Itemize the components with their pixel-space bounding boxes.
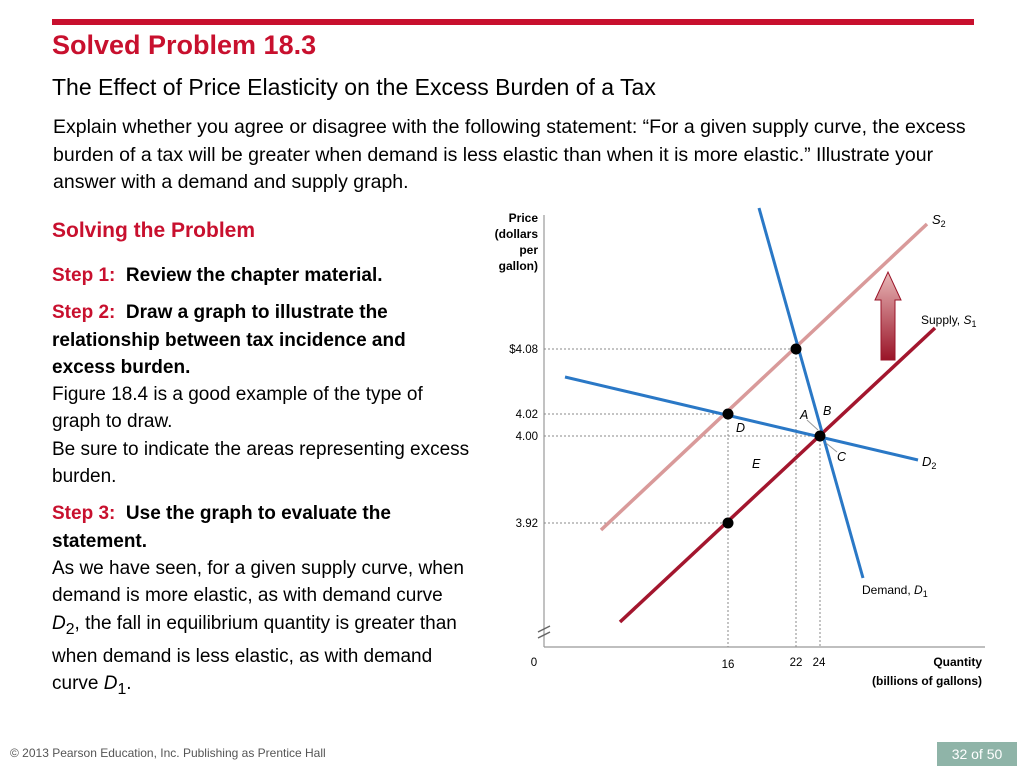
y-tick-400: 4.00 [516, 431, 538, 443]
x-axis-label-line-1: Quantity [933, 655, 982, 669]
step-3-body-a: As we have seen, for a given supply curv… [52, 557, 464, 607]
y-axis-label-line-1: Price [509, 211, 539, 225]
area-d-label: D [736, 421, 745, 435]
step-2-line-1: Figure 18.4 is a good example of the typ… [52, 384, 423, 433]
d1-letter: D [103, 672, 118, 694]
y-axis-label-line-2: (dollars [495, 227, 539, 241]
page-number-badge: 32 of 50 [937, 742, 1017, 766]
point-408 [790, 343, 802, 355]
problem-statement: Explain whether you agree or disagree wi… [53, 116, 966, 193]
step-2-label: Step 2: [52, 302, 116, 324]
y-axis-label-line-3: per [519, 243, 538, 257]
solving-heading: Solving the Problem [52, 219, 256, 242]
x-axis-label-line-2: (billions of gallons) [872, 674, 982, 688]
step-3-title: Use the graph to evaluate the statement. [52, 503, 391, 552]
copyright-footer: © 2013 Pearson Education, Inc. Publishin… [10, 746, 326, 760]
demand-d1-curve [757, 207, 865, 579]
s2-label: S2 [932, 212, 946, 229]
d2-letter: D [52, 612, 66, 634]
b-pointer [806, 419, 819, 431]
origin-label: 0 [531, 657, 537, 669]
supply-s1-label: Supply, S1 [921, 313, 977, 329]
demand-d1-label: Demand, D1 [862, 583, 928, 599]
point-400 [814, 430, 826, 442]
d2-label: D2 [922, 454, 936, 471]
step-1: Step 1: Review the chapter material. [52, 262, 472, 289]
step-3-body-b: , the fall in equilibrium quantity is gr… [52, 612, 457, 694]
x-axis-label: Quantity (billions of gallons) [872, 655, 982, 688]
demand-d2-curve [564, 375, 919, 462]
x-tick-labels: 0 16 22 24 [531, 657, 826, 671]
tax-excess-burden-graph: Price (dollars per gallon) $4.08 4.02 4.… [495, 207, 985, 688]
y-axis-label-line-4: gallon) [499, 259, 538, 273]
d1-subscript: 1 [117, 680, 127, 698]
x-tick-24: 24 [813, 657, 826, 669]
x-tick-16: 16 [722, 659, 735, 671]
area-e-label: E [752, 457, 761, 471]
step-2: Step 2: Draw a graph to illustrate the r… [52, 299, 472, 490]
step-3-label: Step 3: [52, 503, 116, 525]
supply-s2-curve [599, 222, 929, 532]
area-c-label: C [837, 450, 847, 464]
y-tick-392: 3.92 [516, 518, 538, 530]
area-b-label: B [823, 404, 831, 418]
supply-shift-arrow-icon [874, 270, 902, 361]
step-3-body-c: . [126, 672, 132, 694]
y-tick-408: $4.08 [509, 344, 538, 356]
solution-steps: Step 1: Review the chapter material. Ste… [52, 262, 472, 713]
y-tick-labels: $4.08 4.02 4.00 3.92 [509, 344, 538, 530]
d2-subscript: 2 [65, 620, 75, 638]
area-a-label: A [799, 408, 808, 422]
slide-subtitle: The Effect of Price Elasticity on the Ex… [52, 74, 656, 100]
x-tick-22: 22 [790, 657, 803, 669]
y-axis-label: Price (dollars per gallon) [495, 211, 539, 273]
c-pointer [825, 442, 838, 453]
point-392 [722, 517, 734, 529]
supply-s1-curve [618, 326, 937, 624]
step-1-title: Review the chapter material. [125, 265, 383, 286]
step-2-line-2: Be sure to indicate the areas representi… [52, 438, 470, 488]
slide-title: Solved Problem 18.3 [52, 30, 317, 60]
y-tick-402: 4.02 [516, 409, 538, 421]
top-rule [52, 19, 974, 25]
point-402 [722, 408, 734, 420]
axis-break-icon [537, 625, 551, 639]
step-1-label: Step 1: [52, 265, 116, 286]
area-labels: A B C D E [736, 404, 847, 471]
step-2-title: Draw a graph to illustrate the relations… [52, 302, 406, 378]
step-3: Step 3: Use the graph to evaluate the st… [52, 500, 472, 703]
guide-lines [544, 348, 821, 647]
